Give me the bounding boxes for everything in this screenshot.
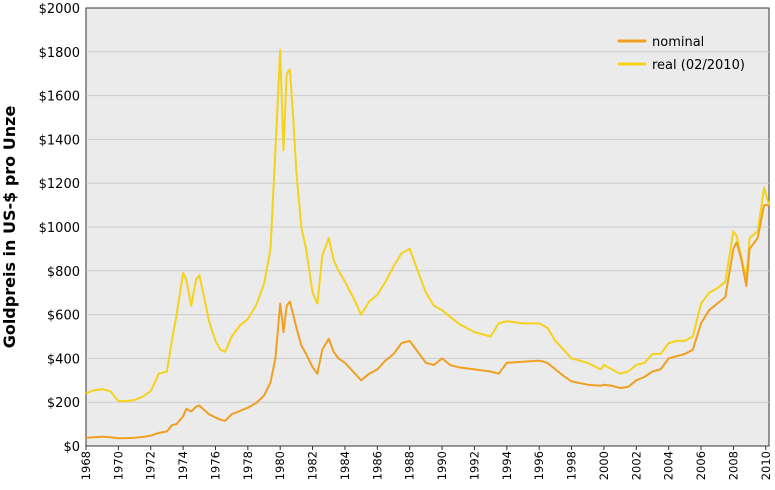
x-tick-label: 2002 (629, 451, 643, 480)
y-tick-label: $0 (63, 440, 80, 455)
y-tick-label: $1800 (39, 46, 80, 61)
y-tick-label: $200 (47, 396, 80, 411)
gridlines (86, 51, 769, 403)
y-tick-label: $1600 (39, 90, 80, 105)
x-tick-label: 1996 (532, 451, 546, 480)
y-tick-label: $800 (47, 265, 80, 280)
x-tick-label: 2000 (597, 451, 611, 480)
x-tick-label: 1982 (306, 451, 320, 480)
y-tick-label: $1400 (39, 133, 80, 148)
x-tick-label: 1980 (273, 451, 287, 480)
x-tick-labels: 1968 1970 1972 1974 1976 1978 1980 1982 1984 1986… (79, 446, 773, 480)
y-tick-label: $1000 (39, 221, 80, 236)
x-tick-label: 2008 (726, 451, 740, 480)
x-tick-label: 1992 (467, 451, 481, 480)
x-tick-label: 1986 (370, 451, 384, 480)
x-tick-label: 1984 (338, 451, 352, 480)
x-tick-label: 1994 (500, 451, 514, 480)
y-tick-label: $1200 (39, 177, 80, 192)
y-tick-labels: $0 $200 $400 $600 $800 $1000 $1200 $1400 $1600 $1… (39, 2, 80, 455)
x-tick-label: 2010 (759, 451, 773, 480)
series-lines (85, 48, 770, 440)
x-tick-label: 1998 (565, 451, 579, 480)
legend-label-real: real (02/2010) (652, 58, 745, 73)
x-tick-label: 2004 (662, 451, 676, 480)
x-tick-label: 1976 (208, 451, 222, 480)
series-line-real (85, 48, 770, 403)
y-axis-label: Goldpreis in US-$ pro Unze (0, 106, 19, 349)
x-tick-label: 1988 (403, 451, 417, 480)
x-tick-label: 1970 (111, 451, 125, 480)
legend-label-nominal: nominal (652, 35, 704, 50)
x-tick-label: 1968 (79, 451, 93, 480)
y-tick-label: $2000 (39, 2, 80, 17)
y-tick-label: $400 (47, 352, 80, 367)
x-tick-label: 1990 (435, 451, 449, 480)
x-tick-label: 1978 (241, 451, 255, 480)
y-tick-label: $600 (47, 309, 80, 324)
x-tick-label: 2006 (694, 451, 708, 480)
x-tick-label: 1974 (176, 451, 190, 480)
series-line-nominal (85, 204, 769, 440)
x-tick-label: 1972 (144, 451, 158, 480)
legend: nominal real (02/2010) (617, 35, 745, 73)
